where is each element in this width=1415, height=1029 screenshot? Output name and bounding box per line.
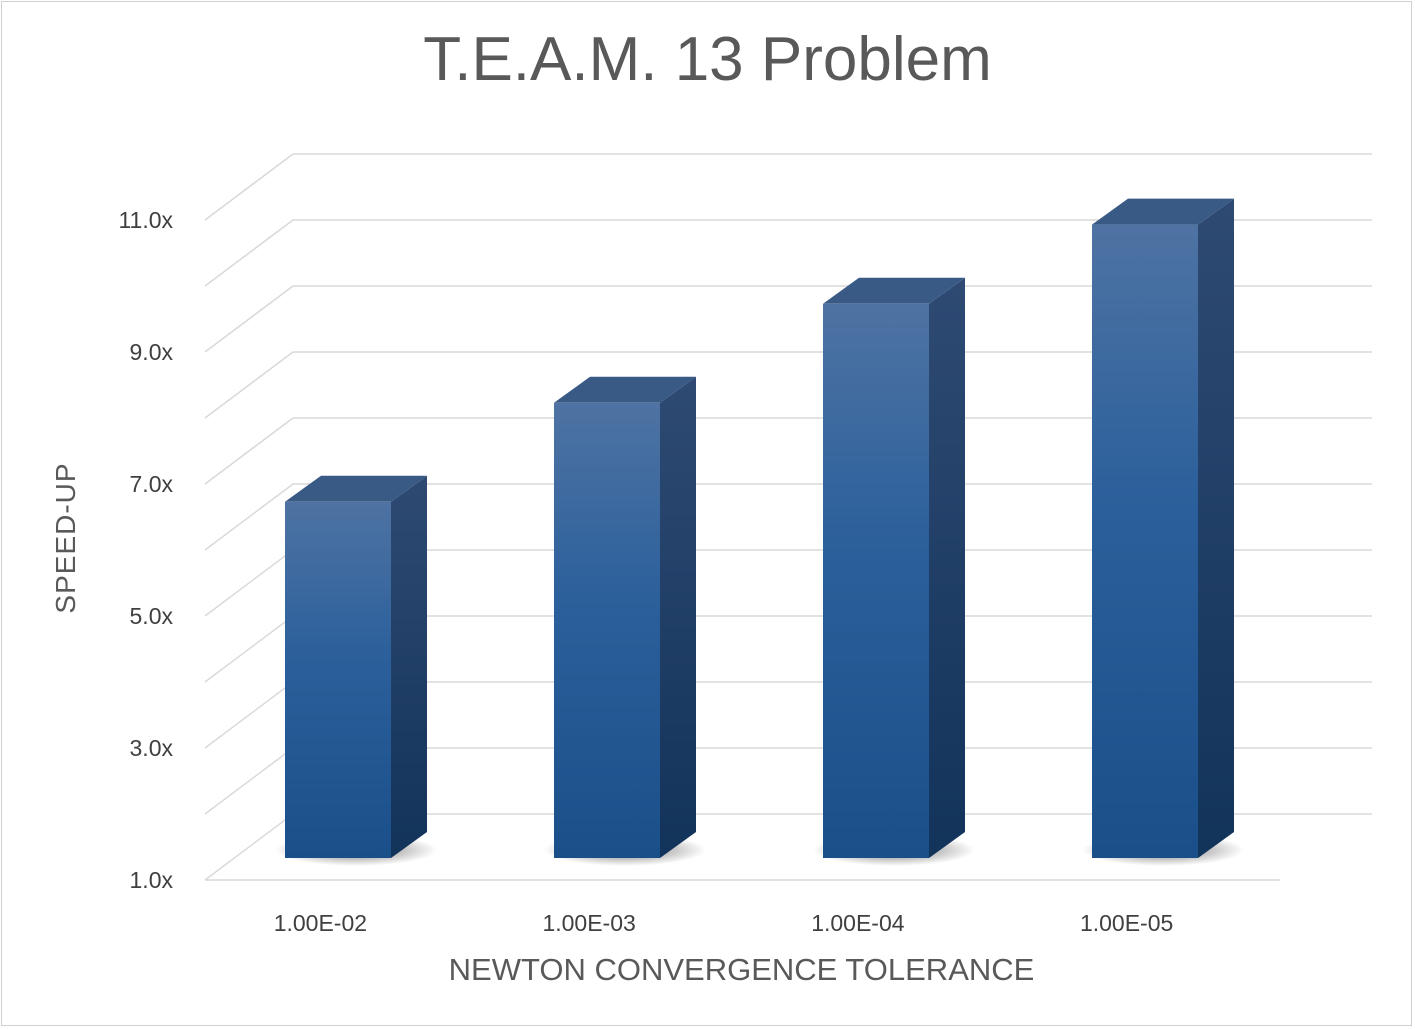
bar-front [823,303,929,858]
bar-side [660,376,696,858]
bar-front [285,501,391,858]
y-tick-label: 1.0x [130,867,174,893]
gridline-diagonal [204,153,294,221]
x-tick-label: 1.00E-02 [274,910,367,936]
bar [813,277,975,866]
y-tick-label: 7.0x [130,471,174,497]
x-tick-label: 1.00E-03 [542,910,635,936]
gridline-diagonal [204,417,294,485]
gridline-diagonal [204,615,294,683]
gridline-diagonal [204,549,294,617]
gridline-diagonal [204,813,294,881]
bar-front [554,402,660,858]
y-tick-label: 5.0x [130,603,174,629]
gridline-diagonal [204,747,294,815]
bar-top [285,475,427,502]
bar-front [1092,224,1198,859]
bar-side [929,277,965,858]
bar-top [823,277,965,304]
bar-side [1198,198,1234,859]
bar-top [1092,198,1234,225]
x-tick-label: 1.00E-05 [1080,910,1173,936]
y-tick-label: 3.0x [130,735,174,761]
y-tick-label: 11.0x [118,207,173,233]
bar [275,475,437,866]
chart-title: T.E.A.M. 13 Problem [423,25,992,94]
bar [1082,198,1244,866]
gridline-diagonal [204,483,294,551]
x-axis-label: NEWTON CONVERGENCE TOLERANCE [448,952,1035,987]
gridline-diagonal [204,285,294,353]
gridline-diagonal [204,351,294,419]
x-tick-label: 1.00E-04 [811,910,905,936]
y-tick-label: 9.0x [130,339,174,365]
bar-top [554,376,696,403]
gridline-diagonal [204,219,294,287]
bar-side [391,475,427,858]
bar [544,376,706,866]
gridline-diagonal [204,681,294,749]
